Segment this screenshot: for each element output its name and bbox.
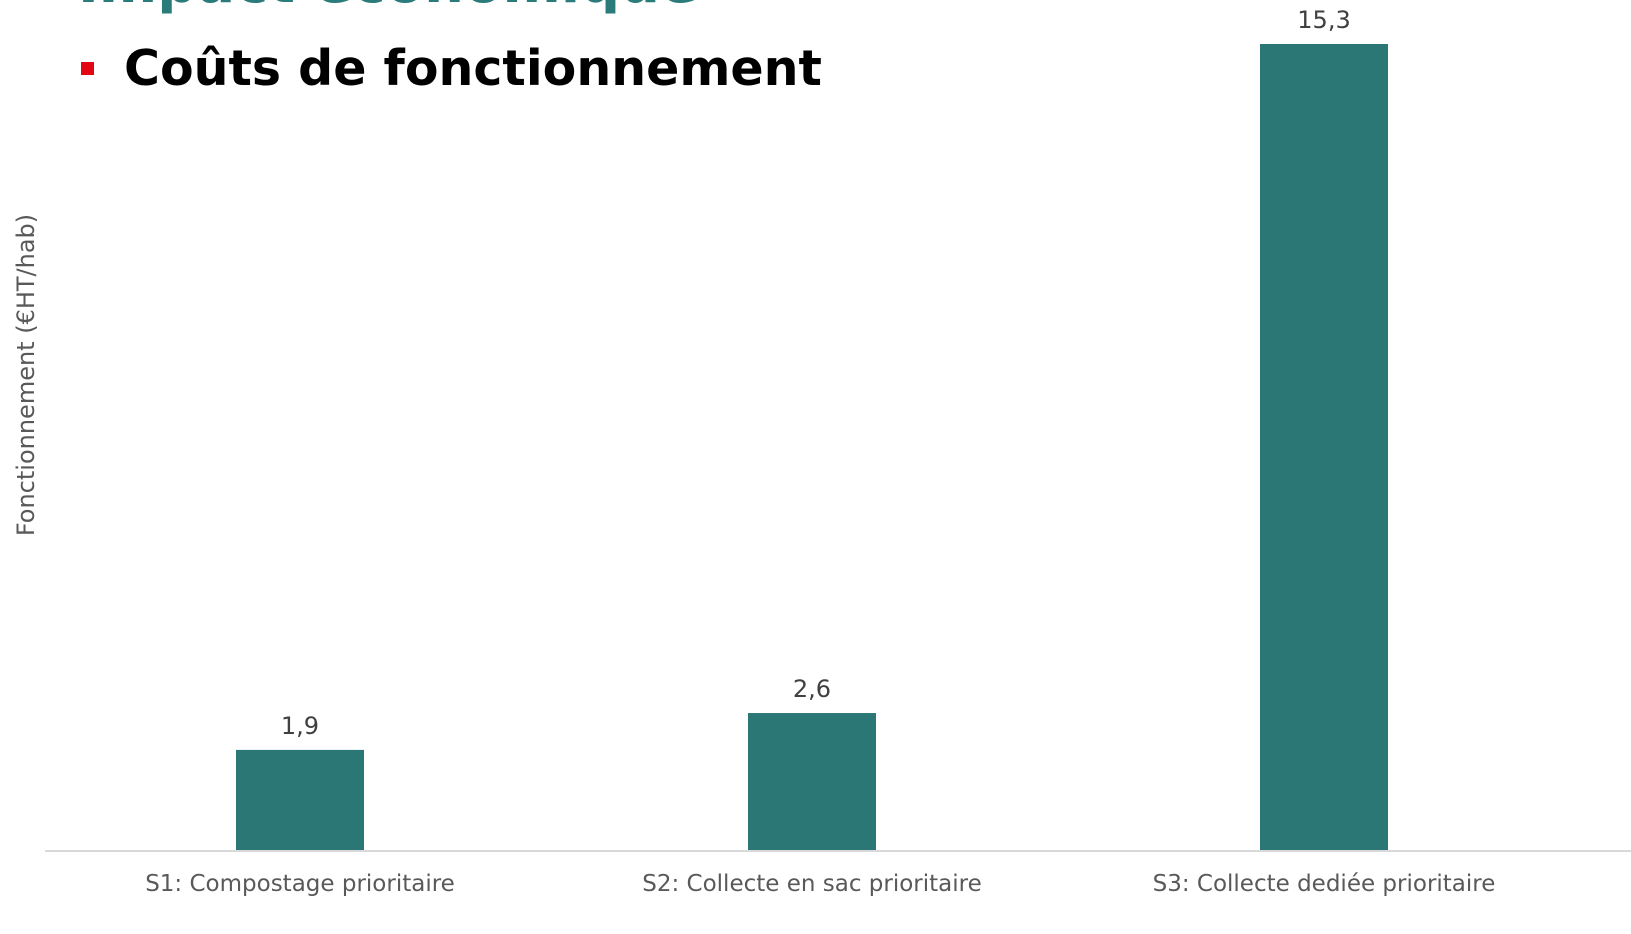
x-tick-labels: S1: Compostage prioritaire S2: Collecte e… (145, 871, 1495, 897)
bullet-square-icon (81, 62, 94, 75)
x-tick-label-3: S3: Collecte dediée prioritaire (1153, 871, 1496, 897)
section-title: Impact économique (78, 0, 698, 12)
x-tick-label-1: S1: Compostage prioritaire (145, 871, 455, 897)
x-tick-label-2: S2: Collecte en sac prioritaire (642, 871, 982, 897)
data-label-2: 2,6 (793, 675, 831, 703)
data-label-1: 1,9 (281, 712, 319, 740)
bar-2 (748, 713, 876, 850)
labels-layer: 1,9 2,6 15,3 (281, 6, 1351, 740)
data-label-3: 15,3 (1297, 6, 1350, 34)
bar-1 (236, 749, 364, 850)
slide-subtitle: Coûts de fonctionnement (124, 40, 822, 97)
bars-layer (236, 44, 1388, 850)
bar-3 (1260, 44, 1388, 850)
